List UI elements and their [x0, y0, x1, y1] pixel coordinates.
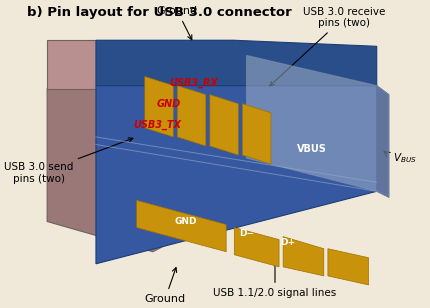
Polygon shape — [144, 76, 173, 137]
Text: USB 3.0 receive
pins (two): USB 3.0 receive pins (two) — [269, 6, 384, 86]
Polygon shape — [96, 86, 376, 264]
Polygon shape — [327, 249, 368, 285]
Polygon shape — [177, 86, 206, 146]
Polygon shape — [47, 89, 234, 252]
Text: USB3_RX: USB3_RX — [169, 77, 218, 88]
Polygon shape — [246, 55, 388, 197]
Text: USB 3.0 send
pins (two): USB 3.0 send pins (two) — [4, 138, 132, 184]
Text: Ground: Ground — [157, 6, 197, 40]
Polygon shape — [283, 237, 323, 276]
Text: b) Pin layout for USB 3.0 connector: b) Pin layout for USB 3.0 connector — [27, 6, 291, 18]
Polygon shape — [234, 228, 278, 267]
Text: GND: GND — [157, 99, 181, 109]
Text: USB 1.1/2.0 signal lines: USB 1.1/2.0 signal lines — [213, 256, 336, 298]
Text: USB3_TX: USB3_TX — [133, 120, 181, 130]
Text: $V_{BUS}$: $V_{BUS}$ — [392, 151, 416, 165]
Polygon shape — [47, 40, 234, 89]
Polygon shape — [209, 95, 238, 155]
Polygon shape — [242, 104, 270, 164]
Text: D+: D+ — [279, 238, 294, 247]
Polygon shape — [376, 86, 388, 197]
Text: VBUS: VBUS — [296, 144, 326, 154]
Text: GND: GND — [174, 217, 196, 226]
Text: D−: D− — [239, 229, 253, 238]
Polygon shape — [96, 40, 376, 86]
Text: Ground: Ground — [144, 268, 185, 304]
Polygon shape — [136, 201, 226, 252]
